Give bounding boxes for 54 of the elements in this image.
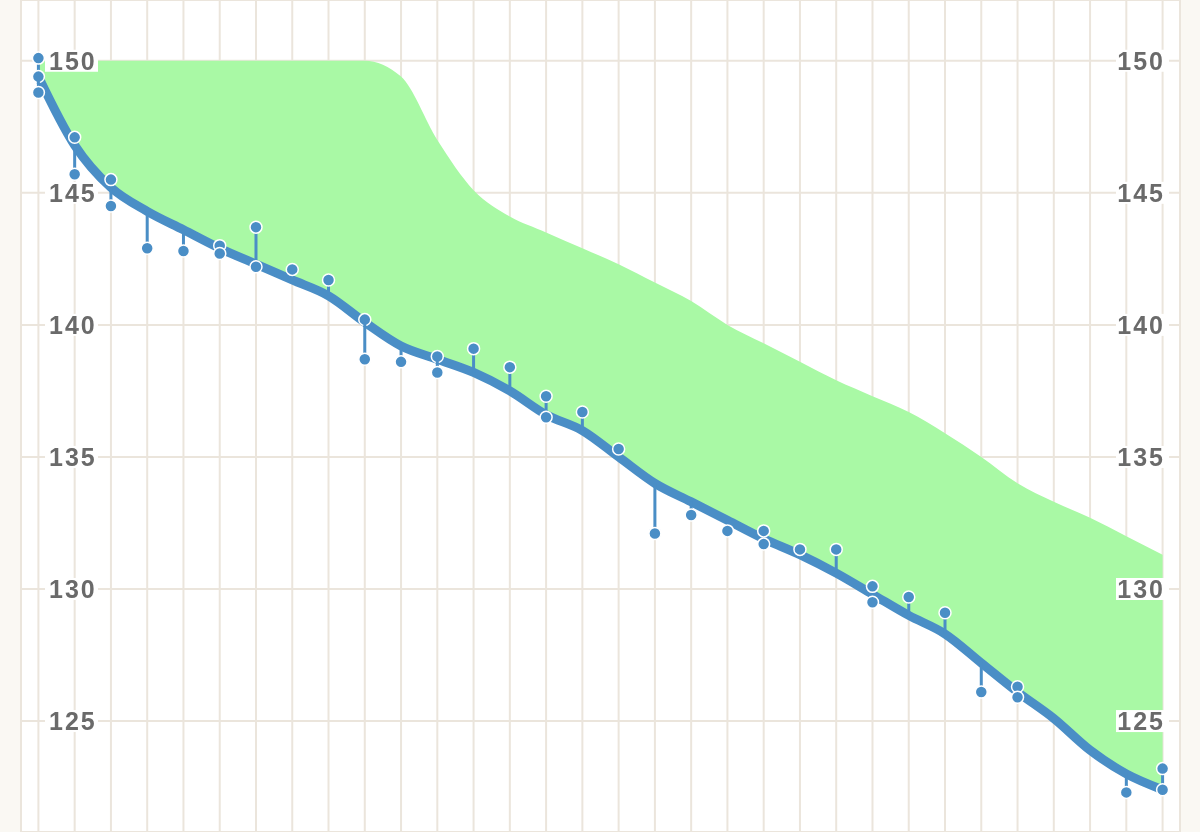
- y2-tick-label: 145: [1117, 178, 1165, 207]
- y2-tick-label: 125: [1117, 707, 1165, 736]
- point: [1155, 761, 1170, 776]
- point: [865, 579, 880, 594]
- point: [575, 405, 590, 419]
- point: [67, 130, 82, 145]
- point: [539, 410, 553, 425]
- point: [249, 260, 263, 274]
- y-tick-label: 140: [49, 310, 97, 339]
- y2-tick-label: 140: [1117, 310, 1165, 339]
- point: [1119, 785, 1134, 800]
- point: [539, 389, 553, 403]
- point: [31, 51, 46, 65]
- point: [67, 167, 82, 182]
- point: [611, 442, 626, 456]
- point: [1010, 679, 1025, 694]
- point: [104, 172, 118, 187]
- y-tick-label: 150: [49, 46, 97, 75]
- point: [212, 246, 227, 261]
- y2-tick-label: 130: [1117, 575, 1165, 603]
- point: [358, 352, 372, 366]
- point: [358, 312, 372, 327]
- point: [684, 508, 698, 522]
- y-tick-label: 135: [49, 442, 97, 471]
- point: [31, 85, 46, 100]
- point: [648, 526, 662, 541]
- point: [503, 360, 517, 374]
- point: [430, 349, 445, 364]
- point: [756, 537, 771, 551]
- point: [974, 685, 989, 699]
- point: [466, 341, 481, 356]
- point: [1155, 782, 1170, 797]
- point: [829, 542, 843, 557]
- point: [176, 244, 191, 258]
- point: [285, 262, 300, 277]
- point: [31, 69, 46, 84]
- point: [902, 590, 916, 604]
- y2-tick-label: 150: [1117, 46, 1165, 75]
- point: [720, 524, 735, 538]
- point: [1010, 690, 1025, 705]
- y-tick-label: 125: [49, 707, 97, 736]
- y-tick-label: 145: [49, 178, 97, 207]
- point: [793, 542, 807, 557]
- point: [865, 595, 880, 609]
- point: [321, 273, 336, 287]
- point: [249, 220, 263, 234]
- point: [430, 365, 445, 380]
- point: [140, 241, 154, 256]
- point: [104, 199, 118, 213]
- y-tick-label: 130: [49, 575, 97, 603]
- point: [756, 524, 771, 538]
- point: [938, 606, 952, 620]
- y2-tick-label: 135: [1117, 442, 1165, 471]
- point: [394, 355, 408, 369]
